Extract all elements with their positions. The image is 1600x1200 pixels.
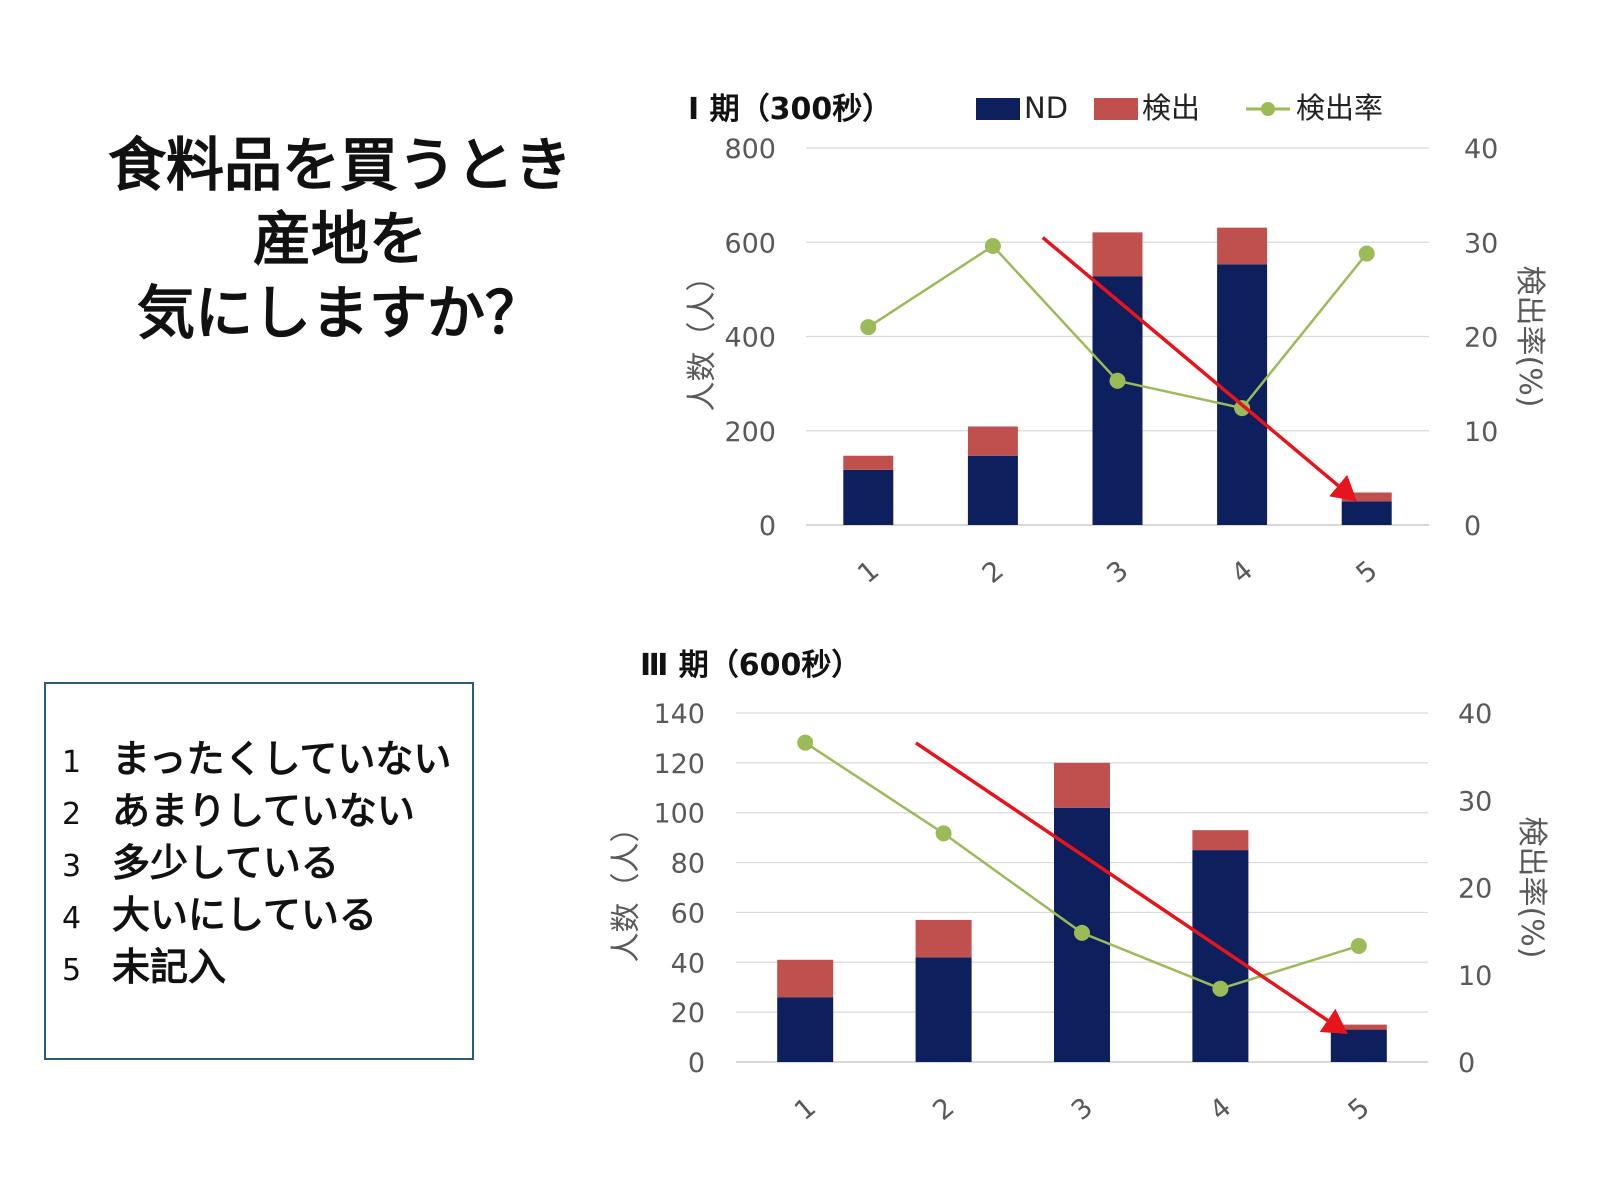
chart-title: Ⅲ 期（600秒） — [640, 648, 861, 683]
y-axis-title: 人数（人） — [685, 262, 720, 412]
legend-swatch-rate-point — [1261, 102, 1275, 116]
bar-nd — [777, 997, 834, 1062]
bar-nd — [1330, 1029, 1387, 1062]
bar-detected — [1330, 1024, 1387, 1030]
bar-detected — [1054, 762, 1110, 808]
bar-nd — [843, 469, 894, 525]
rate-point — [1109, 372, 1126, 389]
rate-point — [1234, 400, 1251, 417]
legend-label-detected: 検出 — [1142, 91, 1200, 125]
y2-tick-label: 40 — [1464, 134, 1498, 165]
y-tick-label: 80 — [671, 849, 705, 880]
bar-nd — [1192, 850, 1249, 1062]
y-tick-label: 800 — [724, 134, 776, 165]
y2-tick-label: 10 — [1458, 961, 1492, 992]
chart-title: Ⅰ 期（300秒） — [688, 92, 892, 127]
rate-point — [1212, 980, 1229, 997]
y2-tick-label: 0 — [1464, 511, 1481, 542]
bar-nd — [1217, 264, 1268, 525]
x-tick-label: 4 — [1204, 1092, 1237, 1127]
trend-arrow — [914, 741, 1348, 1035]
answer-option-number: 3 — [62, 849, 82, 884]
question-line-3: 気にしますか？ — [136, 279, 543, 347]
answer-option-label: 大いにしている — [112, 892, 377, 937]
y-tick-label: 60 — [671, 898, 705, 929]
bar-detected — [1192, 830, 1249, 851]
bar-nd — [1341, 501, 1392, 525]
bar-detected — [967, 426, 1018, 456]
y-tick-label: 200 — [724, 417, 776, 448]
y-tick-label: 400 — [724, 323, 776, 354]
y-tick-label: 40 — [671, 948, 705, 979]
bar-detected — [1341, 492, 1392, 502]
question-line-2: 産地を — [252, 205, 427, 273]
legend-label-rate: 検出率 — [1296, 91, 1383, 125]
legend-swatch-nd — [976, 98, 1020, 120]
answer-option-label: 多少している — [112, 840, 339, 885]
rate-point — [935, 825, 952, 842]
answer-option-number: 2 — [62, 797, 82, 832]
y-tick-label: 0 — [759, 511, 776, 542]
y-tick-label: 100 — [653, 799, 705, 830]
bar-detected — [777, 959, 834, 998]
rate-point — [1350, 937, 1367, 954]
answer-option-1: 1 まったくしていない — [62, 728, 451, 783]
answer-option-number: 1 — [62, 745, 82, 780]
rate-point — [797, 734, 814, 751]
legend-swatch-detected — [1094, 98, 1138, 120]
y2-tick-label: 20 — [1458, 874, 1492, 905]
rate-point — [860, 319, 877, 336]
y2-axis-title: 検出率(%) — [1514, 817, 1549, 959]
y2-tick-label: 40 — [1458, 699, 1492, 730]
y2-tick-label: 30 — [1464, 228, 1498, 259]
y-tick-label: 0 — [688, 1048, 705, 1079]
answer-option-4: 4 大いにしている — [62, 884, 377, 939]
period-1-chart: Ⅰ 期（300秒） 0 200 400 600 800 0 10 20 30 40 人数（人） 検出率(… — [685, 91, 1547, 590]
answer-option-label: 未記入 — [112, 944, 227, 989]
y2-tick-label: 20 — [1464, 323, 1498, 354]
question-line-1: 食料品を買うとき — [107, 131, 572, 199]
x-tick-label: 1 — [789, 1092, 822, 1127]
y2-tick-label: 0 — [1458, 1048, 1475, 1079]
rate-point — [1358, 245, 1375, 262]
y2-tick-label: 30 — [1458, 786, 1492, 817]
y2-axis-title: 検出率(%) — [1512, 266, 1547, 408]
y-tick-label: 120 — [653, 749, 705, 780]
y2-tick-label: 10 — [1464, 417, 1498, 448]
y-tick-label: 20 — [671, 998, 705, 1029]
bar-detected — [1092, 232, 1143, 277]
answer-option-label: あまりしていない — [112, 788, 415, 833]
answer-option-number: 5 — [62, 953, 82, 988]
y-axis-title: 人数（人） — [609, 813, 644, 963]
y-tick-label: 600 — [724, 228, 776, 259]
trend-arrow — [1041, 236, 1357, 502]
x-tick-label: 2 — [927, 1092, 960, 1127]
bar-nd — [967, 455, 1018, 525]
bar-detected — [843, 455, 894, 470]
answer-option-2: 2 あまりしていない — [62, 780, 415, 835]
y-tick-label: 140 — [653, 699, 705, 730]
legend-label-nd: ND — [1024, 91, 1068, 125]
rate-point — [984, 238, 1001, 255]
survey-question: 食料品を買うとき 産地を 気にしますか？ — [60, 128, 620, 350]
answer-option-label: まったくしていない — [112, 736, 452, 781]
bar-nd — [1092, 276, 1143, 525]
bar-detected — [1217, 227, 1268, 265]
bar-nd — [915, 957, 972, 1062]
answer-option-number: 4 — [62, 901, 82, 936]
answer-option-3: 3 多少している — [62, 832, 339, 887]
x-tick-label: 5 — [1343, 1092, 1376, 1127]
bar-detected — [915, 919, 972, 958]
x-tick-label: 3 — [1066, 1092, 1099, 1127]
rate-point — [1074, 924, 1090, 941]
answer-option-5: 5 未記入 — [62, 936, 226, 991]
